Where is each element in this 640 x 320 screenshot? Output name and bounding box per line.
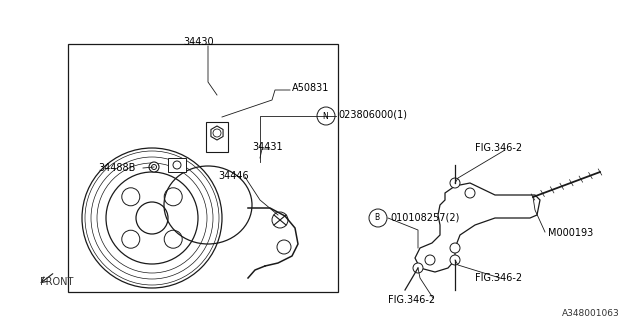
Text: B: B bbox=[374, 213, 380, 222]
Circle shape bbox=[425, 255, 435, 265]
Text: FRONT: FRONT bbox=[40, 277, 74, 287]
Circle shape bbox=[317, 107, 335, 125]
Circle shape bbox=[149, 162, 159, 172]
Text: FIG.346-2: FIG.346-2 bbox=[388, 295, 435, 305]
Circle shape bbox=[164, 188, 182, 206]
Text: FIG.346-2: FIG.346-2 bbox=[475, 273, 522, 283]
Polygon shape bbox=[211, 126, 223, 140]
Text: N: N bbox=[322, 111, 328, 121]
Text: A50831: A50831 bbox=[292, 83, 330, 93]
Circle shape bbox=[465, 188, 475, 198]
Circle shape bbox=[164, 230, 182, 248]
Circle shape bbox=[450, 243, 460, 253]
Bar bbox=[168, 158, 186, 172]
Text: M000193: M000193 bbox=[548, 228, 593, 238]
Circle shape bbox=[173, 161, 181, 169]
Text: 34431: 34431 bbox=[252, 142, 283, 152]
Text: 010108257(2): 010108257(2) bbox=[390, 213, 460, 223]
Circle shape bbox=[450, 255, 460, 265]
Circle shape bbox=[413, 263, 423, 273]
Text: A348001063: A348001063 bbox=[562, 309, 620, 318]
Text: 023806000(1): 023806000(1) bbox=[338, 109, 407, 119]
Circle shape bbox=[136, 202, 168, 234]
Bar bbox=[206, 122, 228, 152]
Circle shape bbox=[106, 172, 198, 264]
Circle shape bbox=[277, 240, 291, 254]
Circle shape bbox=[122, 230, 140, 248]
Circle shape bbox=[122, 188, 140, 206]
Circle shape bbox=[82, 148, 222, 288]
Text: FIG.346-2: FIG.346-2 bbox=[475, 143, 522, 153]
Text: 34446: 34446 bbox=[218, 171, 248, 181]
Text: 34430: 34430 bbox=[183, 37, 214, 47]
Text: 34488B: 34488B bbox=[98, 163, 136, 173]
Circle shape bbox=[369, 209, 387, 227]
Circle shape bbox=[152, 164, 157, 170]
Bar bbox=[68, 44, 338, 292]
Circle shape bbox=[450, 178, 460, 188]
